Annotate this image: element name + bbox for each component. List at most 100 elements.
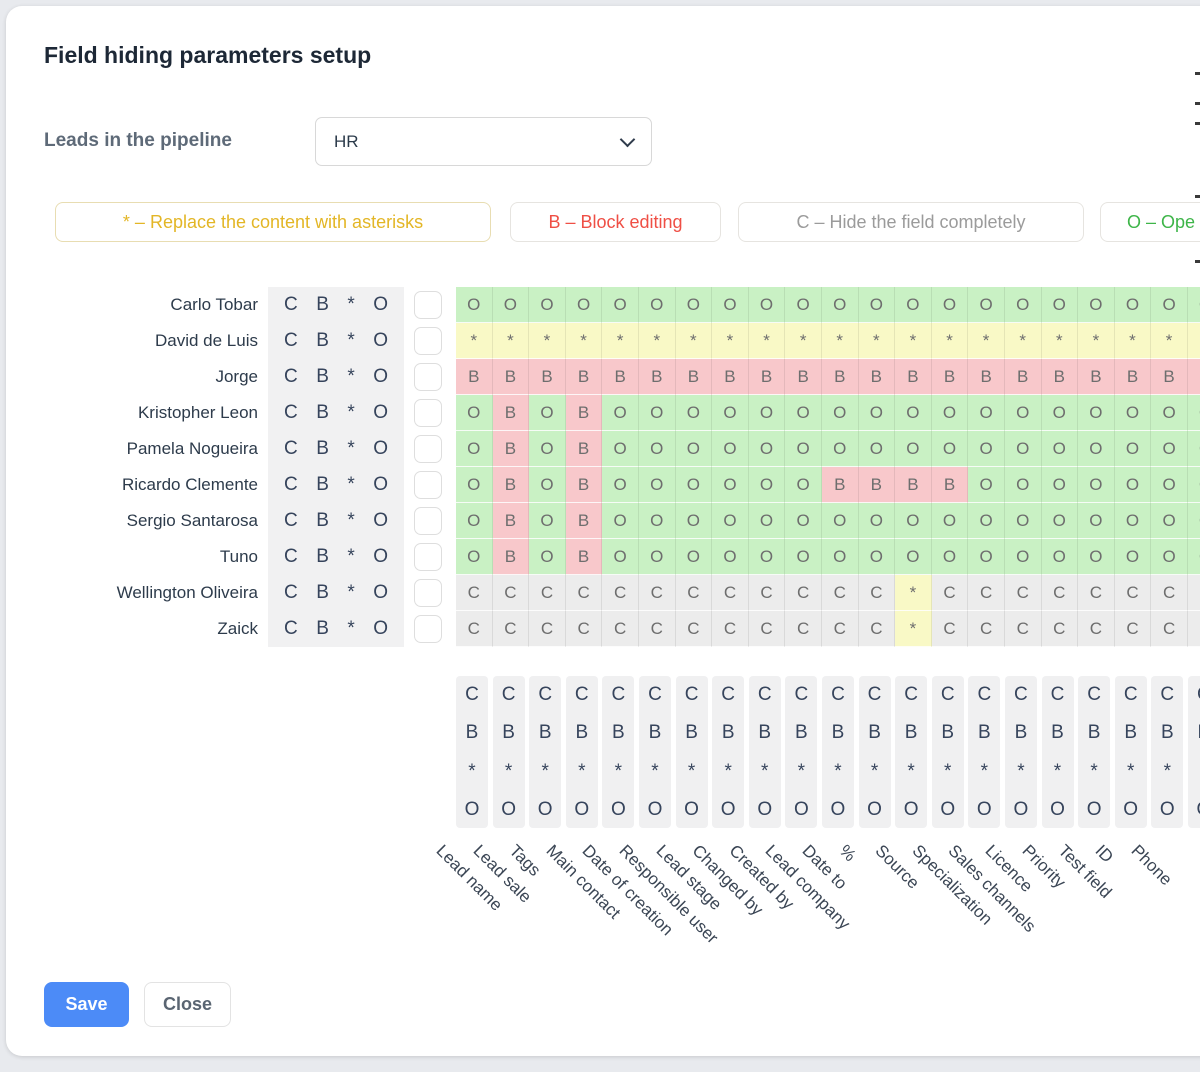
column-control-O[interactable]: O [1196, 800, 1200, 819]
matrix-cell-B[interactable]: B [565, 359, 603, 395]
matrix-cell-O[interactable]: O [1187, 287, 1200, 323]
row-control-B[interactable]: B [316, 366, 329, 387]
column-control-O[interactable]: O [940, 798, 956, 820]
matrix-cell-O[interactable]: O [821, 395, 859, 431]
matrix-cell-C[interactable]: C [602, 575, 639, 611]
column-control-B[interactable]: B [1014, 722, 1028, 744]
row-control-C[interactable]: C [284, 366, 298, 387]
column-control-B[interactable]: B [612, 722, 625, 744]
matrix-cell-C[interactable]: C [602, 611, 639, 647]
matrix-cell-B[interactable]: B [968, 359, 1005, 395]
column-control-C[interactable]: C [757, 684, 772, 705]
row-control-*[interactable]: * [347, 474, 355, 495]
matrix-cell-B[interactable]: B [492, 503, 530, 539]
matrix-cell-O[interactable]: O [1041, 431, 1079, 467]
matrix-cell-O[interactable]: O [675, 539, 713, 575]
column-control-O[interactable]: O [720, 798, 736, 820]
column-control-B[interactable]: B [1087, 722, 1101, 744]
matrix-cell-O[interactable]: O [931, 287, 969, 323]
matrix-cell-O[interactable]: O [638, 503, 676, 539]
matrix-cell-*[interactable]: * [748, 323, 786, 359]
matrix-cell-B[interactable]: B [858, 467, 896, 503]
matrix-cell-*[interactable]: * [821, 323, 859, 359]
column-control-B[interactable]: B [575, 722, 589, 744]
matrix-cell-B[interactable]: B [565, 395, 603, 431]
matrix-cell-O[interactable]: O [675, 467, 713, 503]
column-control-B[interactable]: B [941, 722, 955, 744]
matrix-cell-C[interactable]: C [492, 575, 530, 611]
matrix-cell-C[interactable]: C [1078, 611, 1115, 647]
column-control-C[interactable]: C [1197, 685, 1200, 704]
matrix-cell-C[interactable]: C [1004, 575, 1042, 611]
matrix-cell-O[interactable]: O [1187, 503, 1200, 539]
matrix-cell-O[interactable]: O [785, 287, 822, 323]
column-control-O[interactable]: O [684, 798, 699, 820]
matrix-cell-B[interactable]: B [1004, 359, 1042, 395]
column-control-C[interactable]: C [684, 684, 699, 705]
row-checkbox[interactable] [414, 327, 442, 355]
matrix-cell-O[interactable]: O [1114, 431, 1152, 467]
matrix-cell-B[interactable]: B [895, 467, 932, 503]
row-control-*[interactable]: * [347, 510, 355, 531]
column-control-*[interactable]: * [504, 760, 513, 782]
matrix-cell-O[interactable]: O [456, 395, 493, 431]
matrix-cell-*[interactable]: * [968, 323, 1005, 359]
matrix-cell-O[interactable]: O [1114, 287, 1152, 323]
column-control-O[interactable]: O [1013, 798, 1029, 820]
column-control-B[interactable]: B [795, 722, 808, 744]
matrix-cell-C[interactable]: C [748, 611, 786, 647]
matrix-cell-O[interactable]: O [1078, 503, 1115, 539]
matrix-cell-*[interactable]: * [1004, 323, 1042, 359]
row-control-B[interactable]: B [316, 474, 329, 495]
save-button[interactable]: Save [44, 982, 129, 1027]
row-control-*[interactable]: * [347, 294, 355, 315]
matrix-cell-O[interactable]: O [1187, 395, 1200, 431]
matrix-cell-*[interactable]: * [1114, 323, 1152, 359]
matrix-cell-C[interactable]: C [712, 611, 749, 647]
row-checkbox[interactable] [414, 579, 442, 607]
column-control-*[interactable]: * [1163, 760, 1171, 782]
column-control-C[interactable]: C [831, 684, 845, 705]
column-control-*[interactable]: * [1017, 760, 1025, 782]
row-control-O[interactable]: O [373, 474, 388, 495]
matrix-cell-O[interactable]: O [858, 539, 896, 575]
row-control-O[interactable]: O [373, 546, 388, 567]
row-control-O[interactable]: O [373, 330, 388, 351]
matrix-cell-O[interactable]: O [529, 539, 566, 575]
matrix-cell-*[interactable]: * [456, 323, 493, 359]
matrix-cell-O[interactable]: O [895, 395, 932, 431]
row-checkbox[interactable] [414, 471, 442, 499]
matrix-cell-C[interactable]: C [529, 611, 566, 647]
column-control-O[interactable]: O [976, 798, 992, 820]
matrix-cell-*[interactable]: * [492, 323, 530, 359]
column-control-O[interactable]: O [610, 798, 626, 820]
row-control-O[interactable]: O [373, 366, 388, 387]
column-control-B[interactable]: B [538, 722, 552, 744]
matrix-cell-B[interactable]: B [712, 359, 749, 395]
column-control-*[interactable]: * [870, 760, 879, 782]
matrix-cell-C[interactable]: C [931, 575, 969, 611]
matrix-cell-B[interactable]: B [565, 539, 603, 575]
matrix-cell-*[interactable]: * [638, 323, 676, 359]
matrix-cell-O[interactable]: O [1114, 395, 1152, 431]
matrix-cell-C[interactable]: C [968, 611, 1005, 647]
matrix-cell-*[interactable]: * [895, 575, 932, 611]
column-control-B[interactable]: B [1051, 722, 1064, 744]
matrix-cell-C[interactable]: C [1151, 575, 1188, 611]
column-control-C[interactable]: C [940, 684, 955, 705]
matrix-cell-C[interactable]: C [456, 611, 493, 647]
matrix-cell-O[interactable]: O [1004, 395, 1042, 431]
matrix-cell-O[interactable]: O [602, 431, 639, 467]
matrix-cell-O[interactable]: O [968, 431, 1005, 467]
matrix-cell-O[interactable]: O [638, 287, 676, 323]
matrix-cell-O[interactable]: O [1151, 503, 1188, 539]
matrix-cell-B[interactable]: B [529, 359, 566, 395]
column-control-*[interactable]: * [761, 760, 769, 782]
matrix-cell-O[interactable]: O [1004, 539, 1042, 575]
row-checkbox[interactable] [414, 399, 442, 427]
matrix-cell-O[interactable]: O [968, 503, 1005, 539]
column-control-C[interactable]: C [1160, 684, 1175, 705]
matrix-cell-O[interactable]: O [638, 539, 676, 575]
matrix-cell-B[interactable]: B [565, 503, 603, 539]
matrix-cell-B[interactable]: B [492, 467, 530, 503]
